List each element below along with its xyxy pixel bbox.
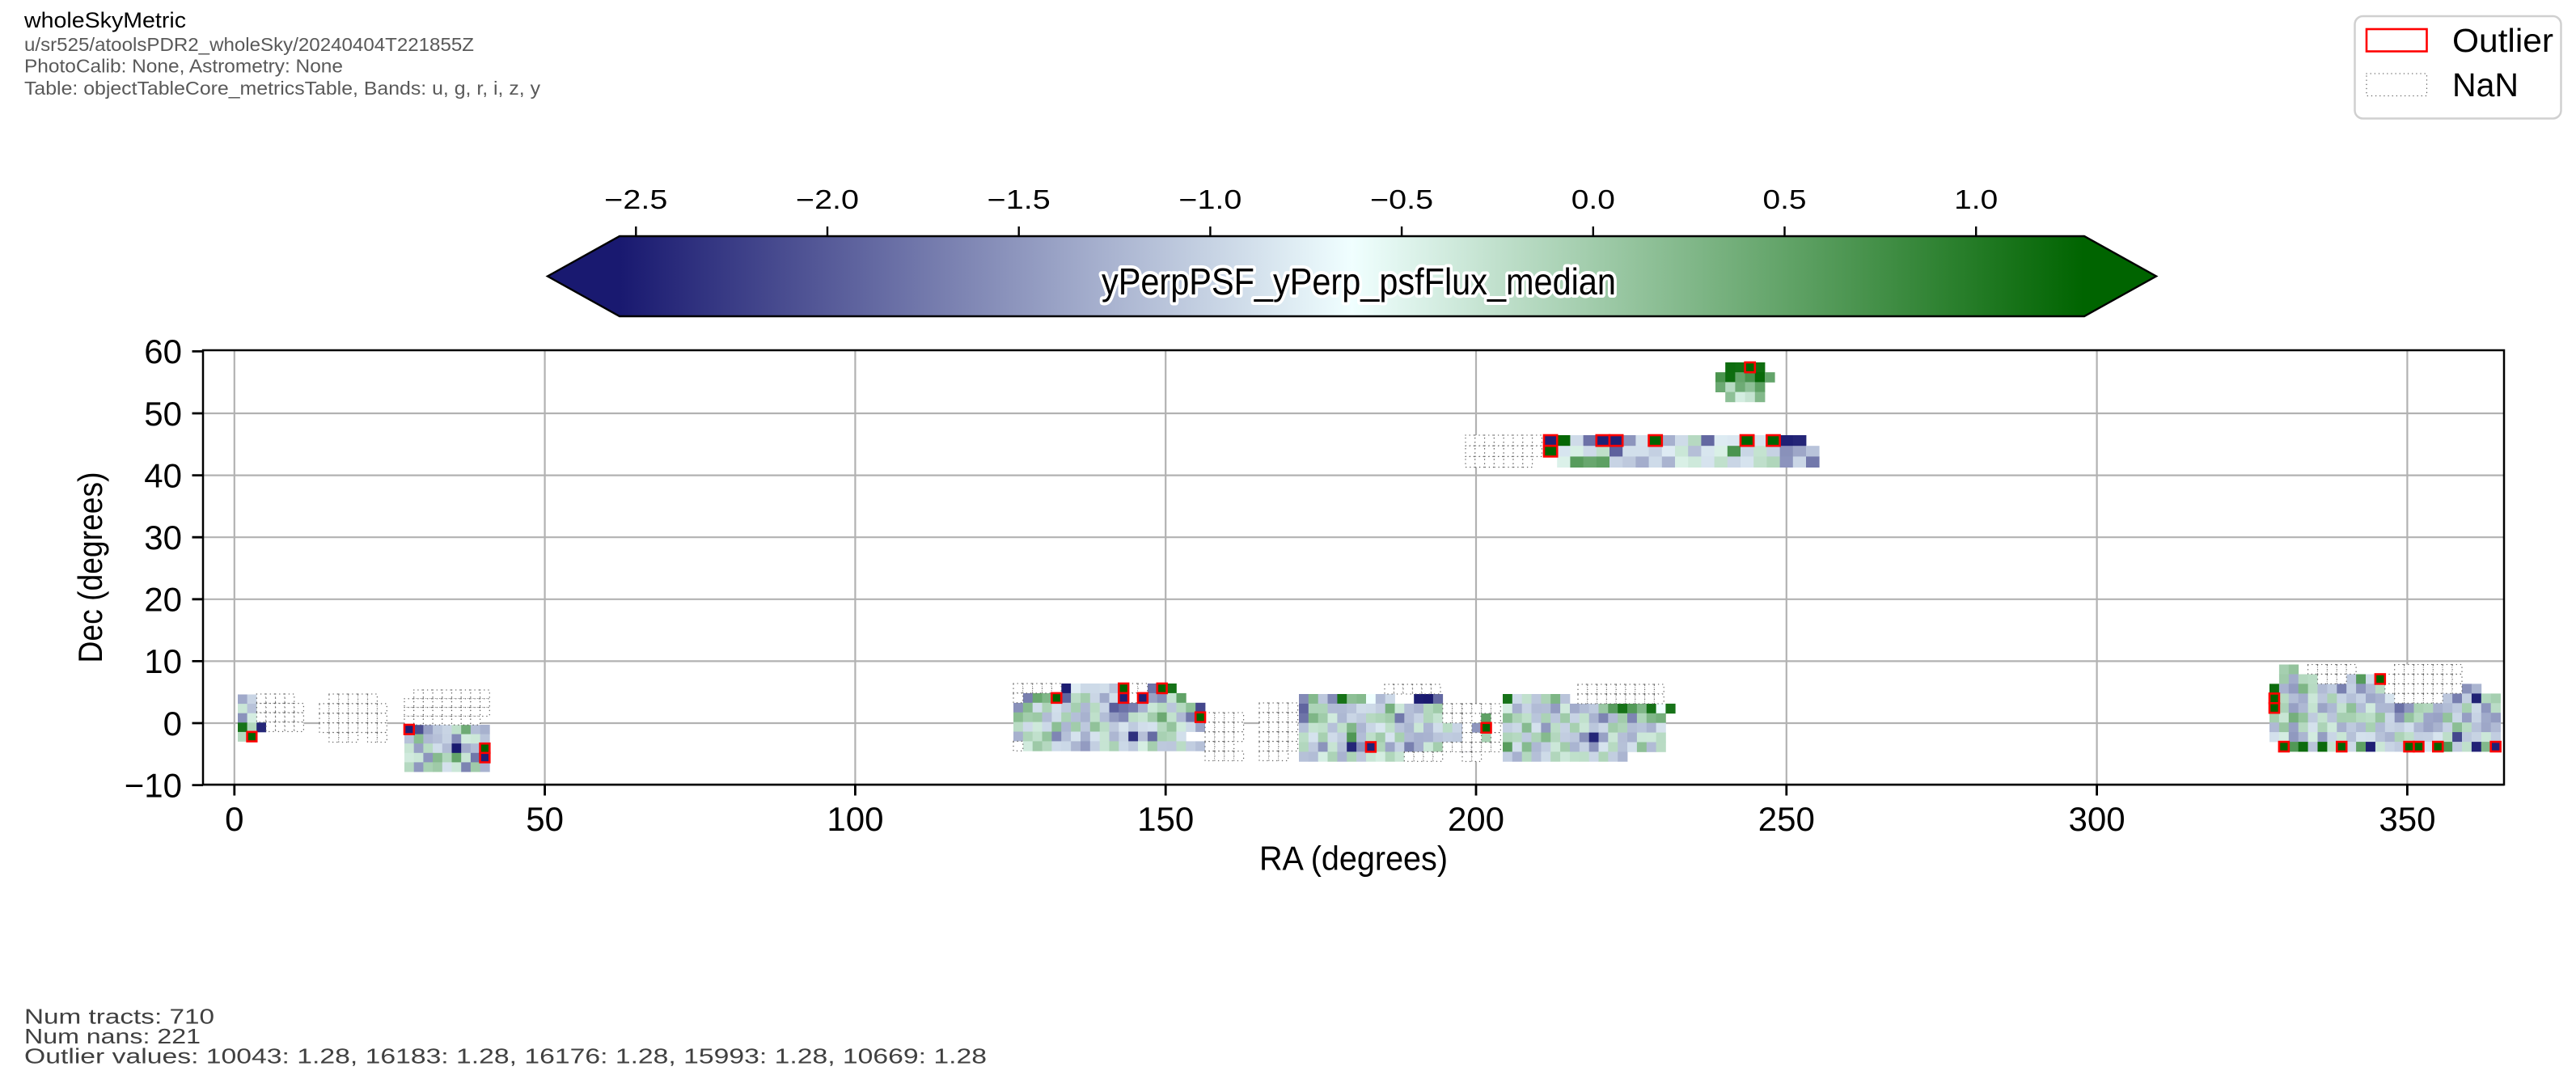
svg-text:0.5: 0.5 [1763,184,1807,214]
svg-text:350: 350 [2379,800,2435,838]
svg-text:−1.0: −1.0 [1178,184,1241,214]
svg-text:−2.5: −2.5 [604,184,667,214]
svg-text:Num nans: 221: Num nans: 221 [24,1024,201,1048]
svg-text:60: 60 [144,332,182,370]
svg-text:250: 250 [1758,800,1815,838]
svg-text:0.0: 0.0 [1571,184,1615,214]
svg-text:u/sr525/atoolsPDR2_wholeSky/20: u/sr525/atoolsPDR2_wholeSky/20240404T221… [24,34,474,55]
svg-text:RA (degrees): RA (degrees) [1259,840,1448,878]
svg-text:NaN: NaN [2452,66,2519,104]
svg-text:yPerpPSF_yPerp_psfFlux_median: yPerpPSF_yPerp_psfFlux_median [1102,260,1616,303]
svg-text:Outlier values: 10043: 1.28, 1: Outlier values: 10043: 1.28, 16183: 1.28… [24,1044,987,1069]
svg-text:200: 200 [1448,800,1504,838]
svg-text:30: 30 [144,518,182,557]
svg-text:10: 10 [144,642,182,680]
svg-text:Num tracts: 710: Num tracts: 710 [24,1005,214,1029]
svg-text:Dec (degrees): Dec (degrees) [71,472,109,663]
svg-text:wholeSkyMetric: wholeSkyMetric [23,8,186,32]
svg-text:40: 40 [144,456,182,494]
svg-text:−10: −10 [125,766,182,804]
svg-text:300: 300 [2069,800,2126,838]
svg-text:Table: objectTableCore_metrics: Table: objectTableCore_metricsTable, Ban… [24,78,541,99]
svg-text:150: 150 [1137,800,1194,838]
svg-text:100: 100 [827,800,883,838]
svg-text:−0.5: −0.5 [1370,184,1433,214]
svg-text:−2.0: −2.0 [796,184,859,214]
svg-text:PhotoCalib: None, Astrometry:: PhotoCalib: None, Astrometry: None [24,56,343,77]
svg-text:50: 50 [144,395,182,433]
svg-text:0: 0 [163,705,182,743]
svg-text:20: 20 [144,581,182,619]
svg-text:Outlier: Outlier [2452,22,2553,59]
svg-text:1.0: 1.0 [1954,184,1998,214]
svg-text:50: 50 [526,800,564,838]
svg-text:−1.5: −1.5 [988,184,1051,214]
svg-text:0: 0 [225,800,243,838]
